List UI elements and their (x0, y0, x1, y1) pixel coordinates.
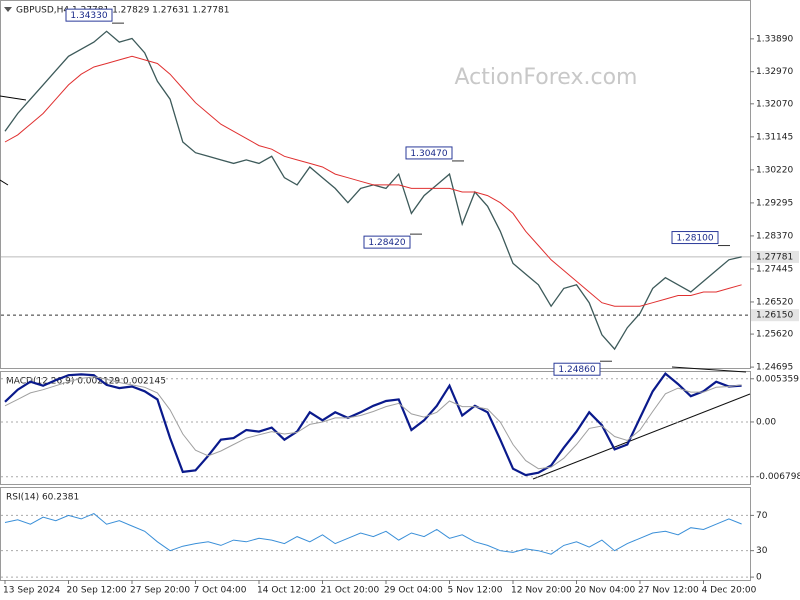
y-tick-label: 1.24695 (756, 363, 793, 373)
annotation-box (553, 362, 601, 376)
watermark: ActionForex.com (455, 65, 638, 90)
y-tick-label: 1.29295 (756, 198, 793, 208)
annotation-label: 1.24860 (558, 365, 595, 375)
annotation-label: 1.28420 (368, 238, 405, 248)
series-line (4, 55, 742, 307)
y-tick-label: 0 (756, 573, 762, 583)
x-tick-label: 21 Oct 20:00 (321, 586, 380, 596)
y-tick-label: -0.006798 (756, 472, 800, 482)
x-tick-label: 4 Dec 20:00 (702, 586, 757, 596)
symbol-icon (4, 7, 12, 12)
series-line (4, 513, 742, 555)
x-tick-label: 5 Nov 12:00 (448, 586, 503, 596)
annotation-label: 1.34330 (70, 11, 107, 21)
price-label-box (751, 250, 799, 263)
x-tick-label: 12 Nov 20:00 (511, 586, 572, 596)
x-tick-label: 29 Oct 04:00 (384, 586, 443, 596)
annotation-box (65, 8, 113, 22)
x-tick-label: 14 Oct 12:00 (257, 586, 316, 596)
rsi-panel (0, 487, 751, 581)
y-tick-label: 1.27445 (756, 264, 793, 274)
annotation-box (363, 235, 411, 249)
y-tick-label: 1.25620 (756, 330, 793, 340)
macd-title: MACD(12,26,9) 0.002129 0.002145 (6, 377, 166, 387)
annotation-label: 1.30470 (410, 149, 447, 159)
y-tick-label: 1.31145 (756, 132, 793, 142)
trend-line (0, 179, 9, 186)
macd-panel (0, 371, 751, 485)
x-tick-label: 7 Oct 04:00 (194, 586, 247, 596)
macd-trend-line (532, 393, 751, 480)
x-tick-label: 27 Sep 20:00 (130, 586, 190, 596)
y-tick-label: 1.28370 (756, 231, 793, 241)
series-line (4, 372, 742, 477)
y-tick-label: 1.33890 (756, 34, 793, 44)
x-tick-label: 27 Nov 12:00 (638, 586, 699, 596)
x-tick-label: 20 Nov 04:00 (575, 586, 636, 596)
y-tick-label: 0.00 (756, 417, 776, 427)
annotation-box (405, 146, 453, 160)
rsi-title: RSI(14) 60.2381 (6, 493, 79, 503)
y-tick-label: 30 (756, 546, 768, 556)
annotation-label: 1.28100 (676, 234, 713, 244)
y-tick-label: 1.30220 (756, 165, 793, 175)
price-label: 1.26150 (756, 311, 793, 321)
y-tick-label: 1.26520 (756, 297, 793, 307)
y-tick-label: 1.32070 (756, 99, 793, 109)
series-line (4, 376, 742, 470)
macd-trend-line (671, 366, 747, 373)
price-title: GBPUSD,H4 1.27781 1.27829 1.27631 1.2778… (16, 6, 229, 16)
price-label-box (751, 309, 799, 322)
y-tick-label: 1.32970 (756, 67, 793, 77)
x-tick-label: 20 Sep 12:00 (67, 586, 127, 596)
trend-line (0, 95, 27, 101)
y-tick-label: 0.005359 (756, 374, 799, 384)
price-label: 1.27781 (756, 252, 793, 262)
annotation-box (671, 231, 719, 245)
price-panel (0, 0, 751, 369)
y-tick-label: 70 (756, 511, 768, 521)
x-tick-label: 13 Sep 2024 (3, 586, 60, 596)
